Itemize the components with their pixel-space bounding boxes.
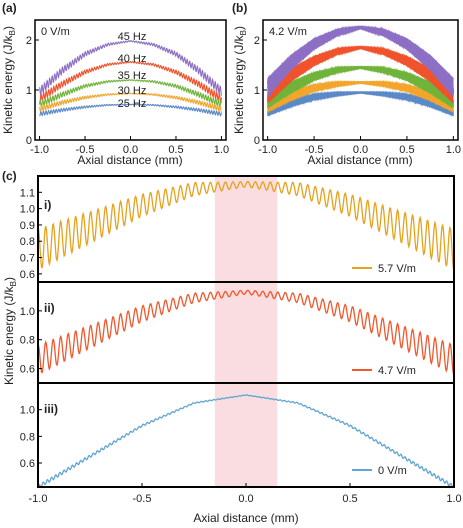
panel-b-ytick-label: 1 bbox=[254, 85, 260, 97]
panel-a-xlabel: Axial distance (mm) bbox=[77, 153, 182, 167]
panel-b-xtick-label: 1.0 bbox=[446, 144, 461, 156]
panel-b-ytick-label: 0 bbox=[254, 135, 260, 147]
panel-c-iii-ytick-label: 0.6 bbox=[20, 458, 35, 470]
panel-c-iii-ytick-label: 1.0 bbox=[20, 405, 35, 417]
panel-c-ylabel: Kinetic energy (J/kB) bbox=[2, 277, 18, 385]
panel-a-series-30-hz bbox=[39, 92, 222, 113]
panel-c-ii-ytick-label: 1.0 bbox=[20, 306, 35, 318]
series-label-35hz: 35 Hz bbox=[118, 70, 147, 82]
panel-c-ii-label: ii) bbox=[44, 301, 55, 315]
series-label-40hz: 40 Hz bbox=[118, 53, 147, 65]
panel-c-iii-legend: 0 V/m bbox=[352, 465, 407, 477]
panel-b-ylabel: Kinetic energy (J/kB) bbox=[232, 26, 248, 134]
panel-b-xtick-label: -0.5 bbox=[305, 144, 324, 156]
panel-c-i-ytick-label: 0.7 bbox=[20, 253, 35, 265]
series-label-25hz: 25 Hz bbox=[118, 98, 147, 110]
legend-text-5-7: 5.7 V/m bbox=[378, 263, 416, 275]
panel-c: (c) i) ii) iii) 5.7 V/m 4.7 V/m 0 V/m -1… bbox=[2, 169, 462, 525]
panel-a-xtick-label: 0.0 bbox=[123, 144, 138, 156]
panel-c-label: (c) bbox=[2, 169, 17, 183]
panel-c-xtick-label: -1.0 bbox=[29, 493, 48, 505]
panel-c-i-ytick-label: 0.8 bbox=[20, 236, 35, 248]
panel-c-i-shaded-region bbox=[214, 176, 278, 282]
panel-c-xtick-label: 0.0 bbox=[238, 493, 253, 505]
panel-c-ii-ytick-label: 0.8 bbox=[20, 335, 35, 347]
panel-b-x-ticks: -1.0 -0.5 0.0 0.5 1.0 bbox=[258, 136, 461, 156]
panel-c-iii-label: iii) bbox=[44, 402, 58, 416]
panel-c-xtick-label: -0.5 bbox=[133, 493, 152, 505]
panel-b-xtick-label: 0.0 bbox=[353, 144, 368, 156]
panel-b-ytick-label: 2 bbox=[254, 35, 260, 47]
panel-c-iii-series bbox=[38, 394, 454, 487]
panel-b-xtick-label: 0.5 bbox=[399, 144, 414, 156]
series-label-45hz: 45 Hz bbox=[118, 31, 147, 43]
panel-a-y-ticks: 0 1 2 bbox=[26, 35, 39, 147]
legend-text-0: 0 V/m bbox=[378, 465, 407, 477]
panel-b-xtick-label: -1.0 bbox=[258, 144, 277, 156]
panel-c-i-ytick-label: 1.1 bbox=[20, 187, 35, 199]
panel-a-series bbox=[39, 39, 222, 117]
panel-c-ii-shaded-region bbox=[214, 282, 278, 383]
panel-c-iii-ytick-label: 0.8 bbox=[20, 431, 35, 443]
panel-a-x-ticks: -1.0 -0.5 0.0 0.5 1.0 bbox=[30, 136, 229, 156]
panel-c-xtick-label: 1.0 bbox=[446, 493, 461, 505]
panel-a-field-label: 0 V/m bbox=[41, 26, 70, 38]
panel-a-ytick-label: 0 bbox=[26, 135, 32, 147]
panel-b-series-green bbox=[267, 65, 454, 108]
panel-c-ii-series bbox=[38, 289, 454, 375]
panel-a: (a) 0 V/m 45 Hz 40 Hz 35 Hz 30 Hz 25 Hz … bbox=[1, 1, 229, 167]
panel-b-series bbox=[267, 25, 454, 118]
panel-c-i-ytick-label: 1.0 bbox=[20, 204, 35, 216]
panel-b-series-purple bbox=[267, 25, 454, 97]
panel-a-ylabel: Kinetic energy (J/kB) bbox=[1, 26, 17, 134]
panel-a-series-25-hz bbox=[39, 103, 222, 117]
series-label-30hz: 30 Hz bbox=[118, 85, 147, 97]
panel-c-series bbox=[38, 180, 454, 487]
panel-a-label: (a) bbox=[2, 1, 17, 15]
panel-c-i-label: i) bbox=[44, 198, 51, 212]
panel-a-series-40-hz bbox=[39, 60, 222, 105]
panel-a-series-labels: 45 Hz 40 Hz 35 Hz 30 Hz 25 Hz bbox=[118, 31, 147, 110]
panel-b-series-orange bbox=[267, 79, 454, 113]
panel-b-label: (b) bbox=[232, 1, 247, 15]
panel-a-series-35-hz bbox=[39, 79, 222, 108]
panel-a-xtick-label: 1.0 bbox=[214, 144, 229, 156]
panel-c-shaded-regions bbox=[214, 176, 278, 487]
panel-a-series-45-hz bbox=[39, 39, 222, 96]
panel-a-ytick-label: 2 bbox=[26, 35, 32, 47]
legend-text-4-7: 4.7 V/m bbox=[378, 365, 416, 377]
panel-c-ii-ytick-label: 0.6 bbox=[20, 364, 35, 376]
panel-a-xtick-label: 0.5 bbox=[168, 144, 183, 156]
panel-b-xlabel: Axial distance (mm) bbox=[307, 153, 412, 167]
panel-a-ytick-label: 1 bbox=[26, 85, 32, 97]
panel-c-xlabel: Axial distance (mm) bbox=[193, 511, 298, 525]
panel-b-field-label: 4.2 V/m bbox=[269, 26, 307, 38]
panel-b: (b) 4.2 V/m -1.0 -0.5 0.0 0.5 1.0 0 1 2 Axial … bbox=[232, 1, 461, 167]
panel-c-xtick-label: 0.5 bbox=[342, 493, 357, 505]
panel-c-iii-shaded-region bbox=[214, 383, 278, 487]
panel-c-x-ticks: -1.0 -0.5 0.0 0.5 1.0 bbox=[29, 483, 462, 505]
panel-c-i-legend: 5.7 V/m bbox=[352, 263, 416, 275]
panel-c-ii-legend: 4.7 V/m bbox=[352, 365, 416, 377]
panel-c-i-ytick-label: 0.9 bbox=[20, 220, 35, 232]
panel-c-y-ticks: 0.6 0.7 0.8 0.9 1.0 1.1 0.6 0.8 1.0 0.6 0.8 1.0 bbox=[20, 187, 42, 470]
panel-c-i-ytick-label: 0.6 bbox=[20, 269, 35, 281]
panel-a-xtick-label: -1.0 bbox=[30, 144, 49, 156]
panel-c-i-series bbox=[38, 180, 454, 271]
panel-b-y-ticks: 0 1 2 bbox=[254, 35, 267, 147]
panel-b-series-red bbox=[267, 45, 454, 103]
panel-a-xtick-label: -0.5 bbox=[76, 144, 95, 156]
